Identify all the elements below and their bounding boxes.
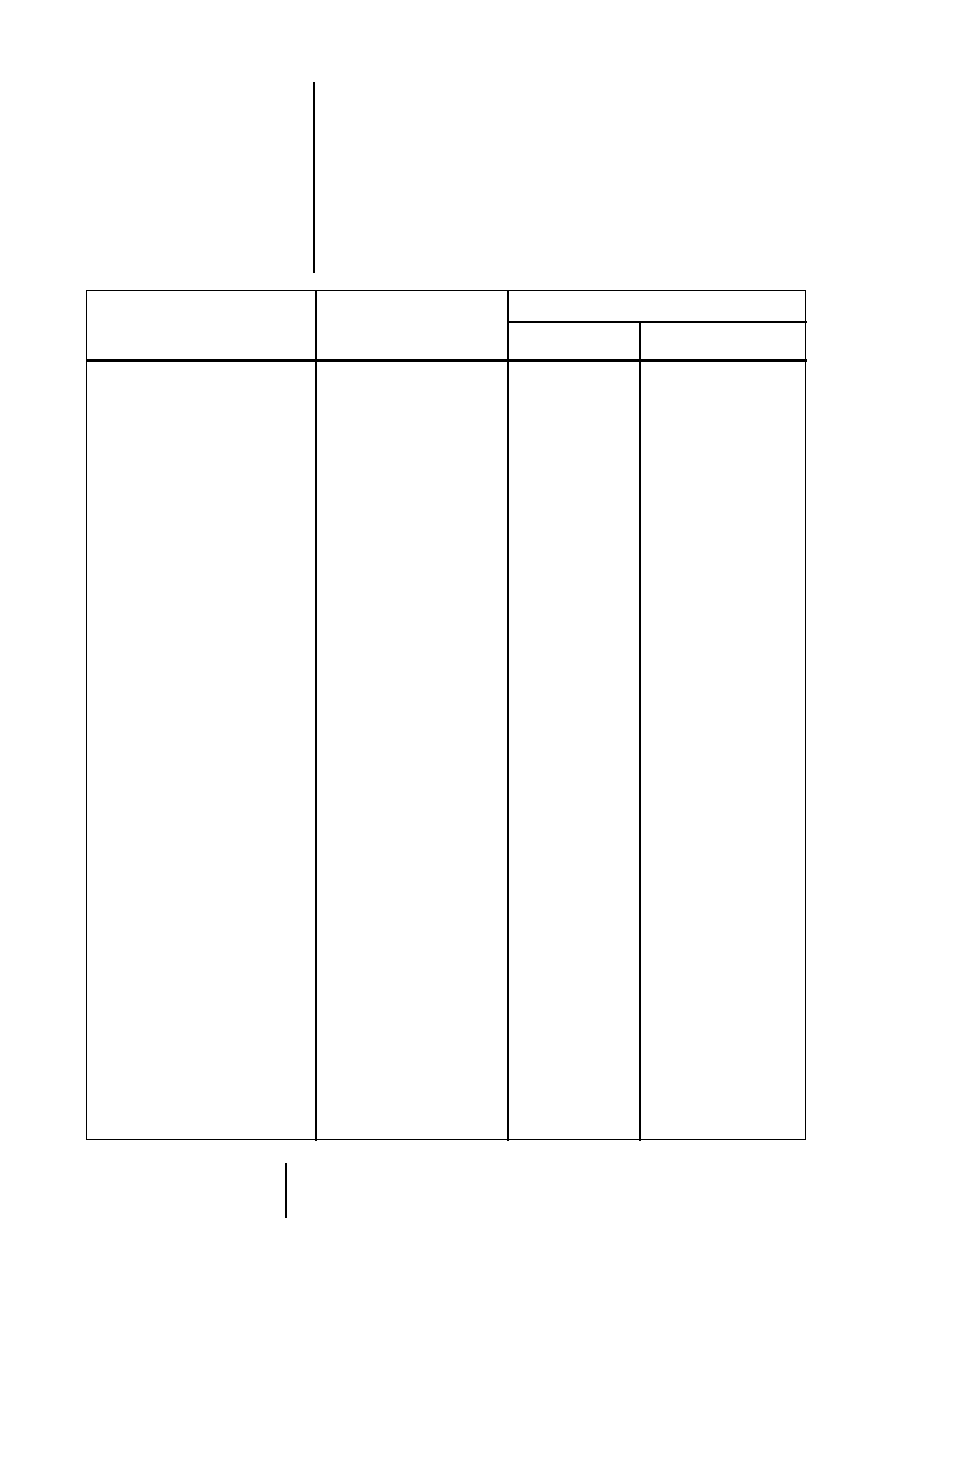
- vertical-line-bottom: [285, 1163, 287, 1218]
- table-header-divider: [87, 359, 807, 362]
- table-col-divider-1: [315, 291, 317, 1141]
- table-col-divider-2: [507, 291, 509, 1141]
- vertical-line-top: [313, 82, 315, 273]
- table-subheader-line: [507, 321, 807, 323]
- blank-table: [86, 290, 806, 1140]
- table-col-divider-3: [639, 321, 641, 1141]
